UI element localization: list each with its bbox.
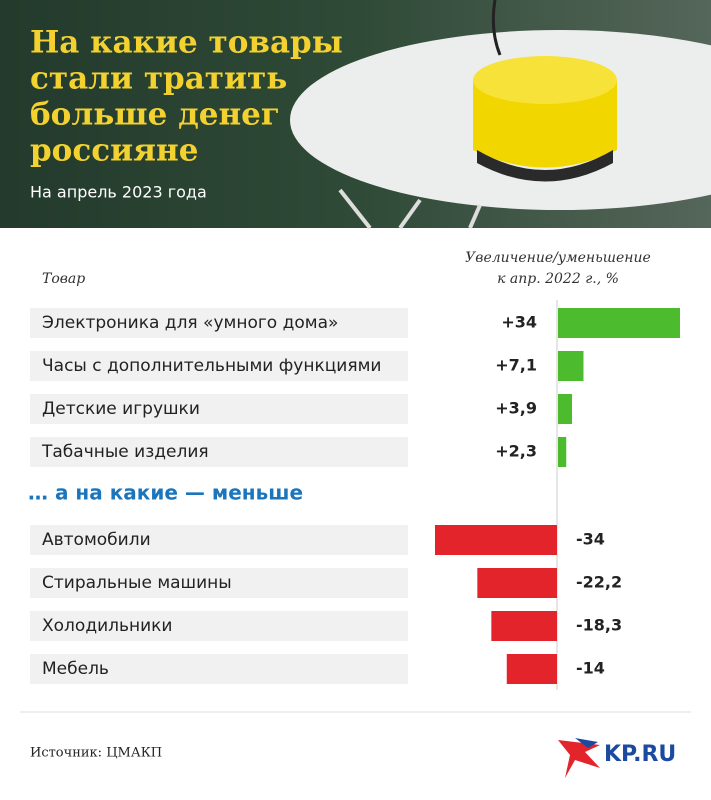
bar xyxy=(491,611,557,641)
row-background xyxy=(30,351,408,381)
value-header: Увеличение/уменьшение xyxy=(465,250,651,266)
section-label: … а на какие — меньше xyxy=(28,481,303,505)
title-line: На какие товары xyxy=(30,25,343,61)
row-background xyxy=(30,525,408,555)
logo: KP.RU xyxy=(604,742,676,767)
speaker-body xyxy=(473,80,617,168)
row-background xyxy=(30,654,408,684)
category-header: Товар xyxy=(42,271,85,287)
category-label: Холодильники xyxy=(42,616,172,636)
row-background xyxy=(30,308,408,338)
speaker-top xyxy=(473,56,617,104)
category-label: Часы с дополнительными функциями xyxy=(42,356,381,376)
bar xyxy=(506,654,557,684)
cable xyxy=(491,0,502,56)
value-label: -22,2 xyxy=(576,573,622,592)
category-label: Табачные изделия xyxy=(41,442,209,462)
category-label: Электроника для «умного дома» xyxy=(42,313,338,333)
value-label: +2,3 xyxy=(495,442,537,461)
category-label: Мебель xyxy=(42,659,109,679)
value-header: к апр. 2022 г., % xyxy=(497,271,619,287)
source: Источник: ЦМАКП xyxy=(30,746,162,761)
row-background xyxy=(30,611,408,641)
value-label: -18,3 xyxy=(576,616,622,635)
value-label: +34 xyxy=(501,313,537,332)
category-label: Автомобили xyxy=(42,530,151,550)
logo-icon xyxy=(558,740,600,778)
value-label: +3,9 xyxy=(495,399,537,418)
bar xyxy=(435,525,557,555)
table-legs xyxy=(338,188,482,230)
logo-icon xyxy=(575,738,598,748)
category-label: Стиральные машины xyxy=(42,573,232,593)
value-label: -34 xyxy=(576,530,605,549)
title-line: стали тратить xyxy=(30,61,287,97)
bar xyxy=(558,437,567,467)
subtitle: На апрель 2023 года xyxy=(30,183,207,202)
title-line: больше денег xyxy=(30,97,280,133)
bar xyxy=(558,308,680,338)
category-label: Детские игрушки xyxy=(42,399,200,419)
row-background xyxy=(30,568,408,598)
bar xyxy=(558,394,572,424)
row-background xyxy=(30,394,408,424)
value-label: +7,1 xyxy=(495,356,537,375)
row-background xyxy=(30,437,408,467)
bar xyxy=(558,351,584,381)
bar xyxy=(477,568,557,598)
title-line: россияне xyxy=(30,133,198,169)
value-label: -14 xyxy=(576,659,605,678)
speaker-base xyxy=(477,150,613,182)
